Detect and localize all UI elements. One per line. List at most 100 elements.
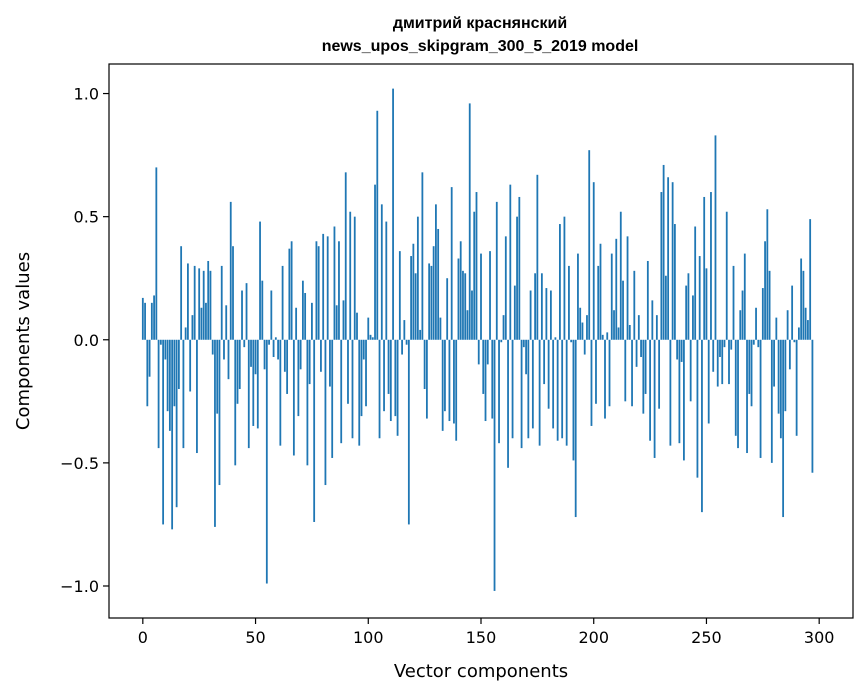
bar — [788, 339, 791, 370]
bar — [800, 258, 803, 340]
bar — [311, 302, 313, 340]
bar — [290, 241, 293, 340]
bar — [701, 339, 703, 513]
bar — [676, 339, 679, 360]
bar — [552, 339, 555, 429]
bar — [507, 339, 509, 468]
y-axis-ticks: −1.0 −0.5 0.0 0.5 1.0 — [60, 85, 109, 596]
bar — [245, 283, 248, 340]
bar — [766, 209, 769, 340]
bar — [207, 260, 210, 340]
bar — [791, 285, 794, 340]
bar — [498, 339, 500, 444]
bar — [441, 339, 444, 431]
bar — [516, 216, 518, 340]
bar — [430, 265, 433, 340]
bar — [804, 307, 807, 340]
bar — [737, 339, 739, 449]
bar — [495, 201, 498, 340]
bar — [358, 339, 361, 446]
bar — [793, 339, 796, 343]
bar — [579, 307, 582, 340]
bar — [349, 211, 352, 340]
y-axis-label: Components values — [13, 252, 34, 430]
bar — [807, 320, 809, 340]
bar — [297, 339, 300, 417]
bar — [635, 339, 638, 367]
bar — [732, 265, 735, 340]
bar — [238, 339, 241, 390]
bar — [536, 174, 539, 340]
bar — [265, 339, 268, 584]
bar — [410, 256, 413, 340]
bar — [608, 339, 611, 407]
bar — [500, 339, 503, 343]
bar — [398, 251, 401, 340]
bar — [324, 339, 327, 486]
bar — [752, 339, 755, 345]
bar — [405, 339, 408, 345]
bar — [141, 297, 144, 340]
y-tick-label: 0.0 — [74, 331, 99, 350]
x-tick-label: 300 — [804, 628, 835, 647]
bar — [453, 339, 455, 424]
bar — [563, 216, 566, 340]
bar — [590, 339, 593, 426]
bar — [669, 339, 672, 446]
bar — [198, 268, 201, 340]
bar — [554, 337, 557, 340]
bar — [416, 216, 419, 340]
bar — [191, 315, 194, 340]
bar — [529, 290, 532, 340]
bar — [227, 339, 230, 380]
bar — [534, 273, 537, 340]
bar — [703, 196, 706, 340]
bar — [615, 238, 618, 340]
bar — [486, 339, 489, 365]
bar — [705, 268, 708, 340]
bar — [320, 339, 322, 372]
bar — [646, 260, 649, 340]
bar — [202, 270, 205, 340]
bar — [268, 339, 270, 345]
x-tick-label: 150 — [466, 628, 497, 647]
bar — [683, 339, 685, 461]
bar — [795, 339, 798, 436]
bar — [572, 339, 575, 461]
bar — [540, 273, 543, 340]
bar — [651, 300, 654, 340]
bar — [329, 339, 331, 387]
bar — [527, 339, 530, 439]
bar — [182, 339, 185, 449]
bar — [150, 302, 153, 340]
bar — [308, 339, 311, 385]
y-tick-label: −1.0 — [60, 577, 99, 596]
bar — [236, 339, 239, 404]
bar — [437, 228, 440, 340]
x-axis-label: Vector components — [394, 661, 568, 682]
bar — [295, 307, 298, 340]
bar — [220, 265, 223, 340]
y-tick-label: 0.5 — [74, 208, 99, 227]
bar — [628, 325, 631, 340]
bar — [750, 339, 753, 407]
y-tick-label: −0.5 — [60, 454, 99, 473]
bar — [205, 302, 207, 340]
bar — [232, 246, 234, 340]
bar — [344, 172, 347, 340]
bar — [522, 339, 525, 348]
bar — [177, 339, 180, 390]
bar — [547, 339, 550, 409]
bar — [513, 285, 516, 340]
bar — [301, 280, 304, 340]
bar — [270, 290, 273, 340]
bar — [457, 258, 460, 340]
bar — [353, 216, 356, 340]
bar — [211, 339, 214, 355]
bar — [604, 339, 606, 419]
bar — [428, 263, 431, 340]
bar — [773, 339, 775, 387]
bar — [367, 317, 370, 340]
bar — [685, 285, 688, 340]
bar — [475, 192, 478, 340]
